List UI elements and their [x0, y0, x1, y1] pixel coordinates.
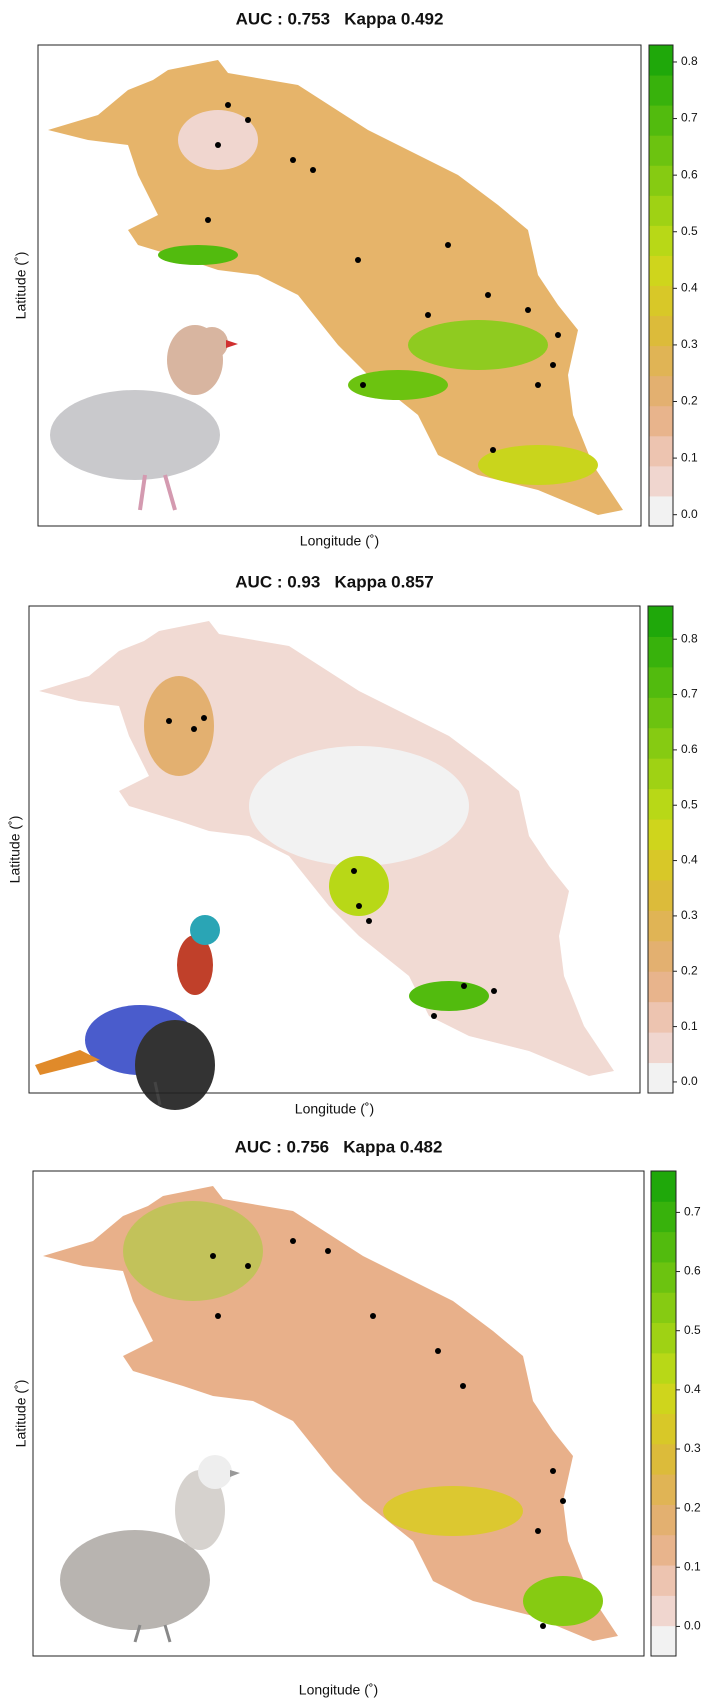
colorbar-tick-label: 0.4	[681, 853, 698, 867]
colorbar-tick-label: 0.4	[684, 1382, 701, 1396]
colorbar-tick-label: 0.0	[681, 507, 698, 521]
colorbar-segment	[648, 789, 673, 820]
colorbar-segment	[649, 346, 673, 377]
colorbar-tick-label: 0.3	[681, 908, 698, 922]
y-axis-label: Latitude (˚)	[13, 252, 29, 320]
colorbar-tick-label: 0.4	[681, 281, 698, 295]
colorbar-segment	[648, 667, 673, 698]
colorbar-segment	[648, 636, 673, 667]
colorbar-segment	[649, 135, 673, 166]
green-patch	[478, 445, 598, 485]
yellow-patch	[383, 1486, 523, 1536]
panel-title: AUC : 0.756 Kappa 0.482	[235, 1137, 443, 1156]
low-patch	[249, 746, 469, 866]
colorbar-segment	[651, 1353, 676, 1384]
colorbar-tick-label: 0.6	[684, 1264, 701, 1278]
colorbar-segment	[651, 1171, 676, 1202]
colorbar-tick-label: 0.7	[681, 111, 698, 125]
colorbar-segment	[648, 1032, 673, 1063]
colorbar-segment	[651, 1474, 676, 1505]
bird-illustration	[35, 325, 240, 1642]
colorbar-segment	[648, 758, 673, 789]
colorbar-segment	[649, 195, 673, 226]
colorbar-segment	[651, 1292, 676, 1323]
colorbar-segment	[649, 45, 673, 76]
colorbar-tick-label: 0.8	[681, 54, 698, 68]
mid-patch	[144, 676, 214, 776]
colorbar-tick-label: 0.5	[684, 1323, 701, 1337]
colorbar-tick-label: 0.7	[684, 1205, 701, 1219]
green-patch	[408, 320, 548, 370]
colorbar-segment	[648, 1002, 673, 1033]
x-axis-label: Longitude (˚)	[295, 1101, 374, 1117]
colorbar-segment	[648, 880, 673, 911]
x-axis-label: Longitude (˚)	[299, 1682, 378, 1698]
colorbar-tick-label: 0.1	[681, 450, 698, 464]
colorbar-segment	[651, 1323, 676, 1354]
colorbar-segment	[648, 971, 673, 1002]
colorbar-segment	[648, 850, 673, 881]
colorbar-tick-label: 0.0	[684, 1619, 701, 1633]
colorbar-segment	[649, 75, 673, 106]
colorbar-segment	[649, 436, 673, 467]
panel-title: AUC : 0.93 Kappa 0.857	[235, 572, 433, 591]
colorbar-segment	[651, 1201, 676, 1232]
y-axis-label: Latitude (˚)	[7, 816, 23, 884]
colorbar-segment	[649, 316, 673, 347]
colorbar-segment	[649, 496, 673, 527]
colorbar-tick-label: 0.3	[684, 1441, 701, 1455]
colorbar-segment	[649, 376, 673, 407]
colorbar-tick-label: 0.1	[681, 1019, 698, 1033]
x-axis-label: Longitude (˚)	[300, 533, 379, 549]
colorbar-segment	[648, 910, 673, 941]
green-patch	[409, 981, 489, 1011]
colorbar-segment	[651, 1444, 676, 1475]
colorbar-tick-label: 0.2	[684, 1500, 701, 1514]
colorbar-tick-label: 0.3	[681, 337, 698, 351]
colorbar-segment	[651, 1595, 676, 1626]
figure: AUC : 0.753 Kappa 0.492 Longitude (˚) Lati…	[0, 0, 719, 1704]
colorbar-tick-label: 0.6	[681, 167, 698, 181]
colorbar-segment	[648, 1063, 673, 1094]
colorbar-segment	[651, 1626, 676, 1657]
green-patch	[523, 1576, 603, 1626]
colorbar-segment	[648, 819, 673, 850]
colorbar-segment	[648, 941, 673, 972]
colorbar-segment	[651, 1565, 676, 1596]
colorbar-segment	[648, 728, 673, 759]
colorbar-segment	[651, 1504, 676, 1535]
colorbar-segment	[649, 406, 673, 437]
colorbar-tick-label: 0.5	[681, 797, 698, 811]
y-axis-label: Latitude (˚)	[13, 1380, 29, 1448]
green-patch	[123, 1201, 263, 1301]
colorbar-tick-label: 0.2	[681, 394, 698, 408]
colorbar-tick-label: 0.6	[681, 742, 698, 756]
colorbar-segment	[649, 105, 673, 136]
green-patch	[158, 245, 238, 265]
colorbar-segment	[651, 1262, 676, 1293]
colorbar-segment	[648, 697, 673, 728]
colorbar-segment	[651, 1383, 676, 1414]
colorbar-tick-label: 0.2	[681, 963, 698, 977]
colorbar-segment	[649, 255, 673, 286]
colorbar-segment	[649, 286, 673, 317]
colorbar-tick-label: 0.7	[681, 687, 698, 701]
colorbar-tick-label: 0.8	[681, 631, 698, 645]
colorbar-tick-label: 0.5	[681, 224, 698, 238]
panel-title: AUC : 0.753 Kappa 0.492	[236, 9, 444, 28]
colorbar-tick-label: 0.1	[684, 1559, 701, 1573]
colorbar-segment	[651, 1232, 676, 1263]
colorbar-segment	[649, 466, 673, 497]
colorbar-segment	[651, 1535, 676, 1566]
colorbar-segment	[648, 606, 673, 637]
colorbar-segment	[651, 1414, 676, 1445]
colorbar-tick-label: 0.0	[681, 1074, 698, 1088]
colorbar-segment	[649, 165, 673, 196]
colorbar-segment	[649, 225, 673, 256]
